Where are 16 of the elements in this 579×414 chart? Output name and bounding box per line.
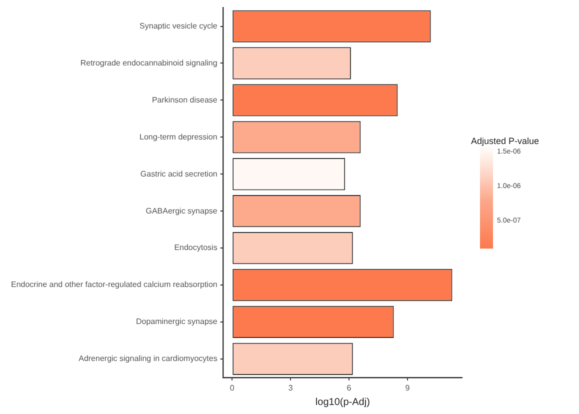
y-tick-label: Endocytosis	[174, 243, 218, 252]
y-tick-label: Retrograde endocannabinoid signaling	[80, 58, 218, 68]
x-tick-label: 3	[288, 383, 294, 392]
y-tick-label: Gastric acid secretion	[140, 169, 218, 178]
x-tick-label: 0	[230, 383, 235, 392]
y-tick-label: Adrenergic signaling in cardiomyocytes	[78, 354, 218, 364]
x-tick-label: 9	[405, 383, 410, 392]
x-tick-label: 6	[346, 383, 352, 392]
y-tick-label: Parkinson disease	[152, 95, 218, 104]
y-tick-label: Long-term depression	[140, 132, 218, 142]
y-tick-label: Endocrine and other factor-regulated calcium reabsorption	[10, 280, 218, 290]
x-axis-title: log10(p-Adj)	[315, 396, 370, 408]
color-bar-title: Adjusted P-value	[471, 136, 540, 146]
y-tick-label: Dopaminergic synapse	[136, 317, 218, 326]
y-tick-label: GABAergic synapse	[146, 206, 218, 216]
y-tick-label: Synaptic vesicle cycle	[140, 21, 218, 30]
